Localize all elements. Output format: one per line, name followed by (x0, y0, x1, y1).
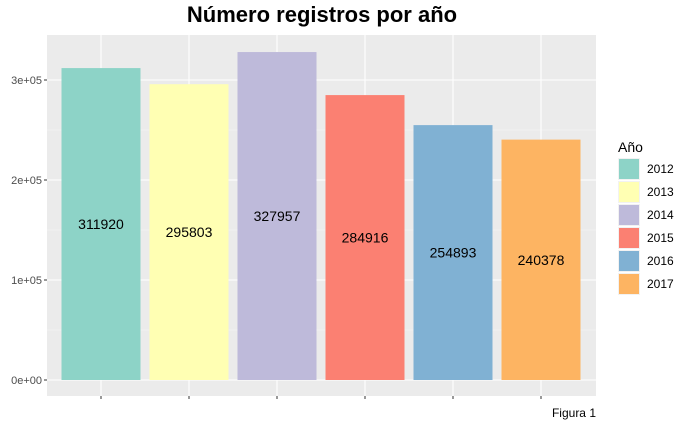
bar-2012 (61, 68, 141, 380)
legend-swatch-2017 (619, 274, 639, 294)
legend-label: 2014 (647, 208, 674, 222)
legend-swatch-2014 (619, 205, 639, 225)
legend-swatch-2013 (619, 182, 639, 202)
chart-title: Número registros por año (187, 2, 457, 27)
y-axis: 0e+00 1e+05 2e+05 3e+05 (11, 75, 47, 387)
y-tick-label: 1e+05 (11, 275, 42, 287)
bar-2015 (325, 95, 405, 381)
legend-label: 2013 (647, 185, 674, 199)
legend-swatch-2016 (619, 251, 639, 271)
legend-label: 2016 (647, 254, 674, 268)
bar-value-label: 295803 (166, 224, 213, 240)
y-tick-label: 2e+05 (11, 175, 42, 187)
y-tick-label: 0e+00 (11, 375, 42, 387)
bar-value-label: 327957 (254, 208, 301, 224)
bar-2017 (501, 139, 581, 380)
bar-value-label: 240378 (518, 252, 565, 268)
x-axis (100, 396, 542, 399)
legend-label: 2012 (647, 162, 674, 176)
figure-caption: Figura 1 (552, 406, 596, 420)
bar-2016 (413, 125, 493, 381)
legend-label: 2015 (647, 231, 674, 245)
legend-label: 2017 (647, 277, 674, 291)
bar-labels: 311920 295803 327957 284916 254893 240378 (78, 208, 564, 268)
legend-swatch-2015 (619, 228, 639, 248)
bar-2014 (237, 52, 317, 380)
bar-value-label: 311920 (78, 216, 124, 232)
bar-value-label: 254893 (430, 245, 477, 261)
legend-swatch-2012 (619, 159, 639, 179)
y-tick-label: 3e+05 (11, 75, 42, 87)
legend: Año 2012 2013 2014 2015 2016 2017 (618, 139, 674, 295)
legend-title: Año (618, 139, 643, 155)
bar-value-label: 284916 (342, 230, 389, 246)
bars (61, 52, 581, 381)
bar-2013 (149, 84, 229, 381)
